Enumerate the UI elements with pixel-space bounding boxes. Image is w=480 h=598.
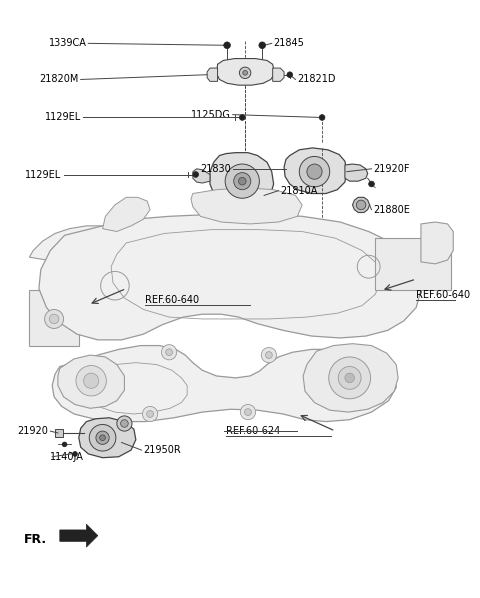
Text: 1339CA: 1339CA: [48, 38, 86, 48]
Text: 1140JA: 1140JA: [50, 451, 84, 462]
Circle shape: [120, 420, 128, 428]
Circle shape: [234, 173, 251, 190]
Polygon shape: [79, 418, 136, 457]
Circle shape: [261, 347, 276, 362]
Circle shape: [76, 365, 107, 396]
Text: REF.60-624: REF.60-624: [226, 426, 280, 436]
Text: 21920F: 21920F: [373, 164, 410, 174]
Bar: [55, 429, 63, 437]
Text: 21821D: 21821D: [298, 75, 336, 84]
Text: 21950R: 21950R: [144, 445, 181, 455]
Circle shape: [265, 352, 272, 358]
Circle shape: [356, 200, 366, 210]
Text: REF.60-640: REF.60-640: [416, 290, 470, 300]
Circle shape: [89, 425, 116, 451]
Text: 21920: 21920: [17, 426, 48, 436]
Text: 21845: 21845: [274, 38, 304, 48]
Circle shape: [259, 42, 265, 48]
Text: 21810A: 21810A: [280, 185, 318, 196]
Polygon shape: [352, 197, 370, 212]
Circle shape: [193, 172, 199, 178]
Polygon shape: [303, 344, 398, 412]
Circle shape: [143, 407, 158, 422]
Polygon shape: [273, 68, 284, 81]
Circle shape: [243, 71, 248, 75]
Text: REF.60-640: REF.60-640: [145, 295, 200, 305]
Circle shape: [240, 404, 255, 420]
Circle shape: [45, 309, 64, 328]
Circle shape: [307, 164, 322, 179]
Circle shape: [225, 164, 259, 199]
Circle shape: [84, 373, 99, 388]
Polygon shape: [191, 188, 302, 224]
Circle shape: [300, 157, 330, 187]
Polygon shape: [52, 346, 396, 422]
Circle shape: [338, 367, 361, 389]
Circle shape: [117, 416, 132, 431]
Polygon shape: [103, 197, 150, 231]
Circle shape: [161, 344, 177, 360]
Text: 21880E: 21880E: [373, 205, 410, 215]
Circle shape: [147, 411, 154, 417]
Polygon shape: [421, 222, 453, 264]
Bar: [29, 291, 79, 346]
Circle shape: [319, 115, 325, 120]
Text: 1129EL: 1129EL: [25, 169, 62, 179]
Polygon shape: [284, 148, 347, 194]
Circle shape: [224, 42, 230, 48]
Polygon shape: [193, 169, 210, 183]
Polygon shape: [216, 59, 275, 85]
Circle shape: [239, 178, 246, 185]
Text: 21830: 21830: [200, 164, 231, 174]
Circle shape: [166, 349, 172, 356]
Circle shape: [329, 357, 371, 399]
Bar: [375, 238, 451, 291]
Circle shape: [240, 115, 245, 120]
Circle shape: [369, 181, 374, 187]
Polygon shape: [29, 226, 157, 317]
Circle shape: [49, 314, 59, 324]
Circle shape: [100, 435, 106, 441]
Text: 1125DG: 1125DG: [191, 109, 231, 120]
Polygon shape: [345, 164, 368, 181]
Circle shape: [72, 451, 77, 456]
Text: FR.: FR.: [24, 533, 47, 546]
Circle shape: [287, 72, 293, 78]
Text: 21820M: 21820M: [39, 75, 79, 84]
Polygon shape: [58, 355, 124, 408]
Circle shape: [62, 442, 67, 447]
Polygon shape: [39, 215, 421, 340]
Polygon shape: [60, 524, 98, 547]
Circle shape: [96, 431, 109, 444]
Circle shape: [345, 373, 354, 383]
Polygon shape: [210, 152, 274, 205]
Text: 1129EL: 1129EL: [45, 112, 81, 123]
Circle shape: [244, 408, 252, 416]
Polygon shape: [207, 68, 217, 81]
Circle shape: [240, 67, 251, 78]
